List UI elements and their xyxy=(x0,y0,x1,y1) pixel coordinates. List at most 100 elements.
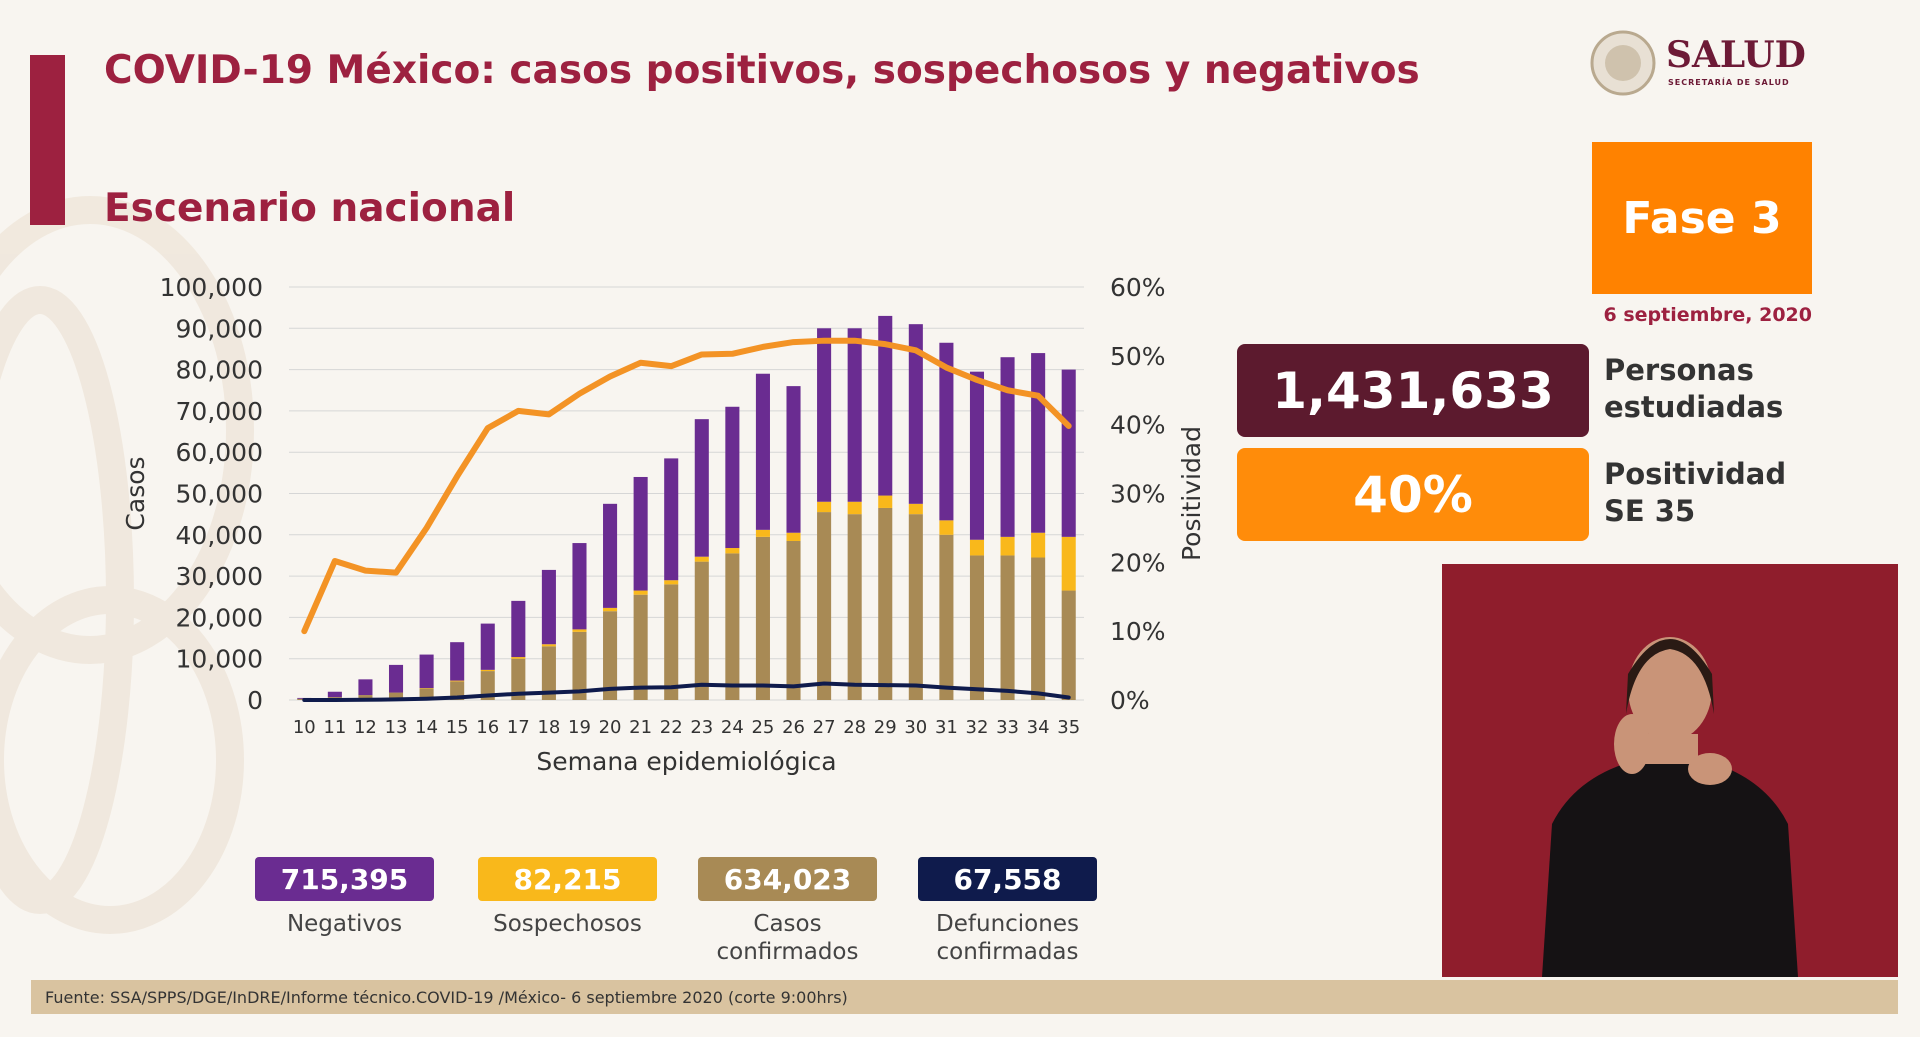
bar-segment xyxy=(633,476,648,591)
bar-segment xyxy=(572,629,587,632)
x-tick-label: 31 xyxy=(935,717,958,738)
y-tick-label: 10,000 xyxy=(176,645,263,674)
y-tick-label: 20,000 xyxy=(176,603,263,632)
stat-value: 40% xyxy=(1237,448,1589,541)
bar-segment xyxy=(358,695,373,700)
bar-segment xyxy=(694,561,709,700)
x-tick-label: 27 xyxy=(813,717,836,738)
y-tick-label: 40,000 xyxy=(176,521,263,550)
bar-segment xyxy=(786,540,801,700)
footer-text: Fuente: SSA/SPPS/DGE/InDRE/Informe técni… xyxy=(45,988,848,1007)
stat-label: Personas estudiadas xyxy=(1604,353,1784,424)
bar-segment xyxy=(725,406,740,549)
x-tick-label: 17 xyxy=(507,717,530,738)
legend-total: 82,215 xyxy=(478,857,657,901)
bar-segment xyxy=(786,532,801,541)
bar-segment xyxy=(725,553,740,700)
bar-segment xyxy=(786,386,801,533)
bar-segment xyxy=(450,642,465,681)
x-tick-label: 10 xyxy=(293,717,316,738)
bar-segment xyxy=(541,646,556,700)
x-tick-label: 24 xyxy=(721,717,744,738)
bar-segment xyxy=(572,543,587,630)
bar-segment xyxy=(572,631,587,700)
bar-segment xyxy=(878,495,893,508)
bar-segment xyxy=(817,512,832,700)
bar-segment xyxy=(664,458,679,581)
bar-segment xyxy=(969,539,985,556)
bar-segment xyxy=(603,611,618,700)
y2-tick-label: 50% xyxy=(1110,342,1166,371)
bar-segment xyxy=(908,324,923,504)
y2-tick-label: 20% xyxy=(1110,548,1166,577)
interpreter-video xyxy=(1442,564,1898,977)
bar-segment xyxy=(541,569,556,645)
bar-segment xyxy=(1031,557,1046,700)
bar-segment xyxy=(1031,353,1046,533)
x-tick-label: 30 xyxy=(904,717,927,738)
x-tick-label: 14 xyxy=(415,717,438,738)
x-tick-label: 32 xyxy=(966,717,989,738)
legend-total: 67,558 xyxy=(918,857,1097,901)
bar-segment xyxy=(939,534,954,700)
x-tick-label: 22 xyxy=(660,717,683,738)
legend-total: 715,395 xyxy=(255,857,434,901)
bar-segment xyxy=(480,669,495,672)
bar-segment xyxy=(939,342,954,521)
y-tick-label: 80,000 xyxy=(176,356,263,385)
bar-segment xyxy=(327,691,342,698)
x-tick-label: 28 xyxy=(843,717,866,738)
y-tick-label: 50,000 xyxy=(176,480,263,509)
bar-segment xyxy=(939,520,954,535)
bar-segment xyxy=(511,657,526,659)
bar-segment xyxy=(847,514,862,700)
legend-label: Sospechosos xyxy=(493,911,642,937)
y2-tick-label: 60% xyxy=(1110,273,1166,302)
bar-segment xyxy=(847,328,862,502)
bar-segment xyxy=(664,584,679,700)
y2-tick-label: 10% xyxy=(1110,617,1166,646)
y-axis-title: Casos xyxy=(121,456,150,530)
bar-segment xyxy=(1000,357,1015,537)
y2-tick-label: 40% xyxy=(1110,411,1166,440)
x-tick-label: 19 xyxy=(568,717,591,738)
subtitle: Escenario nacional xyxy=(104,186,516,231)
y-tick-label: 70,000 xyxy=(176,397,263,426)
y2-axis-title: Positividad xyxy=(1177,426,1206,561)
bar-segment xyxy=(725,548,740,554)
legend-label: Casos confirmados xyxy=(716,911,859,965)
x-tick-label: 20 xyxy=(599,717,622,738)
logo-seal xyxy=(1590,30,1656,96)
logo-text: SALUD xyxy=(1666,34,1806,76)
bar-segment xyxy=(878,507,893,700)
y-tick-label: 60,000 xyxy=(176,438,263,467)
bar-segment xyxy=(1061,369,1076,537)
x-tick-label: 34 xyxy=(1027,717,1050,738)
legend-label: Negativos xyxy=(286,911,403,937)
x-tick-label: 12 xyxy=(354,717,377,738)
y2-tick-label: 0% xyxy=(1110,686,1150,715)
bar-segment xyxy=(1031,532,1046,558)
x-tick-label: 21 xyxy=(629,717,652,738)
bar-segment xyxy=(541,644,556,647)
bar-segment xyxy=(419,654,434,689)
phase-label: Fase 3 xyxy=(1622,192,1782,244)
bar-segment xyxy=(969,555,985,700)
line-series xyxy=(302,681,1071,702)
x-tick-label: 35 xyxy=(1057,717,1080,738)
title: COVID-19 México: casos positivos, sospec… xyxy=(104,48,1420,93)
stat-label: Positividad SE 35 xyxy=(1604,457,1787,528)
x-tick-label: 25 xyxy=(751,717,774,738)
footer-bar: Fuente: SSA/SPPS/DGE/InDRE/Informe técni… xyxy=(31,980,1898,1014)
x-tick-label: 13 xyxy=(385,717,408,738)
bar-segment xyxy=(633,590,648,595)
bar-segment xyxy=(633,594,648,700)
x-axis-title: Semana epidemiológica xyxy=(536,747,836,776)
bar-segment xyxy=(969,371,985,540)
x-tick-label: 15 xyxy=(446,717,469,738)
line-series xyxy=(301,337,1072,635)
bar-segment xyxy=(755,536,770,700)
phase-date: 6 septiembre, 2020 xyxy=(1603,304,1812,326)
phase-box: Fase 3 xyxy=(1592,142,1812,294)
